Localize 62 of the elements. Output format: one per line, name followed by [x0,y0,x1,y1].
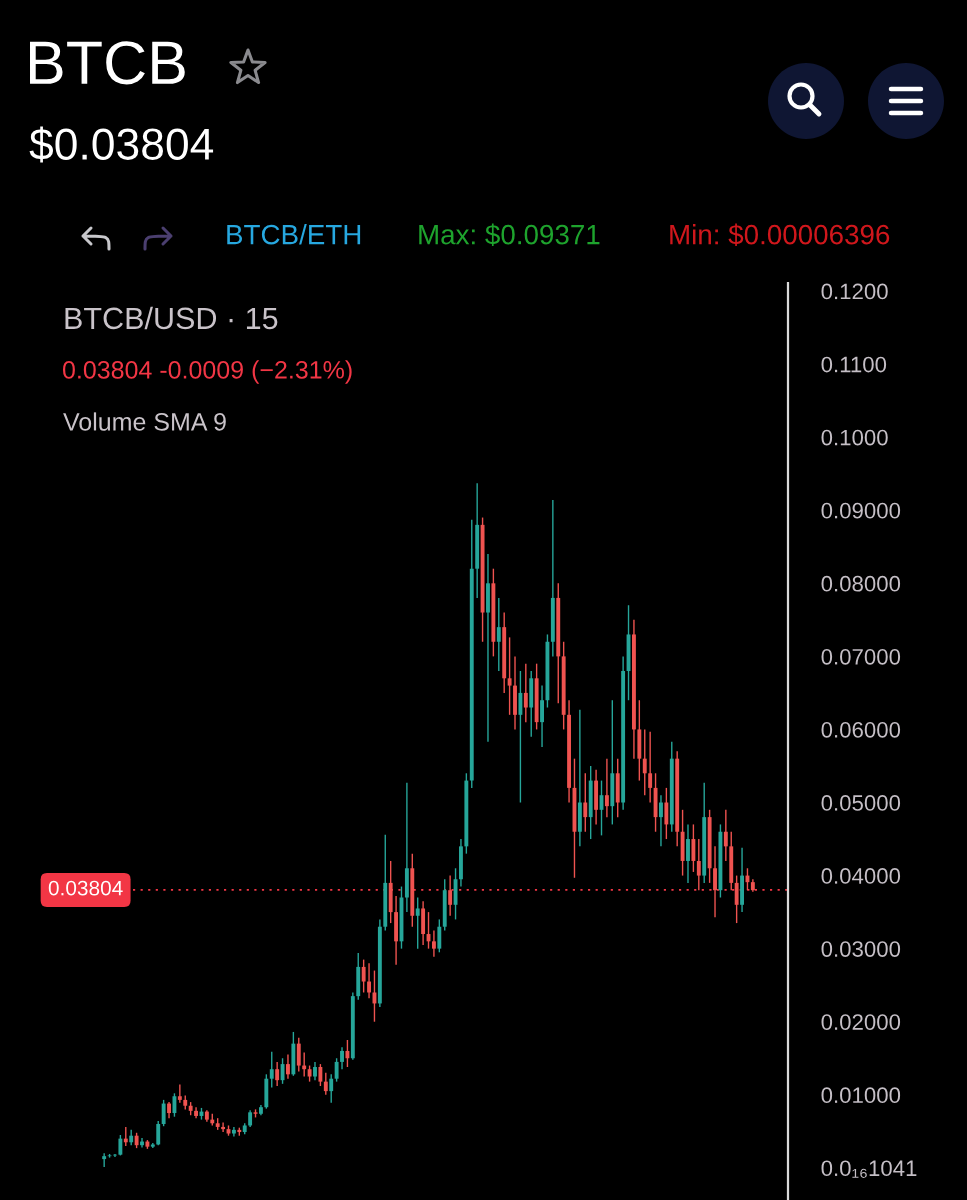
text: Max: $0.09371 [419,223,600,247]
candlestick [361,958,366,994]
y-tick-label: 0.05000 [821,795,901,811]
candlestick [686,823,690,884]
candlestick [448,874,453,917]
candlestick [583,772,588,833]
candlestick [507,636,512,716]
candlestick [648,730,653,804]
candlestick [269,1050,274,1089]
candlestick [604,757,609,818]
candlestick [161,1099,166,1127]
y-tick-label: 0.06000 [821,721,901,738]
annotation: 0.03804 -0.0009 (−2.31%) [62,360,352,384]
annotation: BTCB/USD · 15 [65,306,278,330]
text: Min: $0.00006396 [670,223,890,247]
y-tick-label: 0.0₁₆1041 [821,1160,917,1178]
y-tick-label: 0.03000 [821,941,901,957]
candlestick [523,662,528,723]
chart-subtitle: $0.03804 [29,126,214,163]
candlestick [280,1057,285,1085]
candlestick [367,962,371,1000]
text: BTCB/ETH [227,224,361,245]
candlestick [713,845,717,918]
candlestick [540,684,544,748]
candlestick [296,1037,301,1073]
chart-title: BTCB [30,41,185,85]
candlestick [734,874,739,924]
candlestick [345,1039,350,1068]
candlestick [642,728,647,796]
y-tick-label: 0.1000 [821,429,888,446]
candlestick [696,838,701,891]
candlestick [437,918,442,953]
y-tick-label: 0.09000 [821,502,901,519]
candlestick [323,1072,328,1096]
candlestick [518,670,523,804]
annotation: Volume SMA 9 [63,412,226,431]
candlestick [275,1061,280,1087]
candlestick [334,1057,339,1083]
y-tick-label: 0.01000 [821,1087,901,1104]
candlestick [340,1046,344,1070]
candlestick [723,809,728,862]
candlestick [496,597,501,672]
y-tick-label: 0.07000 [821,648,901,665]
candlestick [415,896,420,950]
candlestick [664,787,669,840]
candlestick [177,1083,182,1104]
candlestick [431,929,436,958]
ref-line-label: 0.03804 [48,880,123,896]
candlestick [313,1061,317,1081]
candlestick [318,1063,323,1087]
y-tick-label: 0.08000 [821,575,901,592]
candlestick [286,1053,290,1080]
candlestick [659,794,663,848]
candlestick [329,1073,334,1104]
y-tick-label: 0.02000 [821,1014,901,1030]
y-tick-label: 0.1200 [821,283,888,300]
candlestick [172,1092,177,1118]
y-tick-label: 0.04000 [821,868,901,884]
y-tick-label: 0.1100 [821,356,887,373]
candlestick [102,1152,107,1168]
candlestick [156,1120,161,1146]
candlestick [691,823,696,873]
